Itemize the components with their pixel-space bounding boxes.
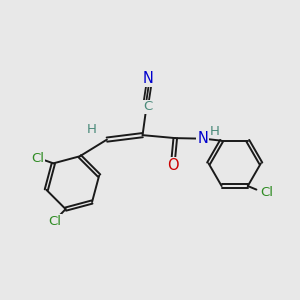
- Text: Cl: Cl: [32, 152, 44, 164]
- Text: Cl: Cl: [260, 186, 273, 199]
- Text: N: N: [143, 71, 154, 86]
- Text: N: N: [197, 131, 208, 146]
- Text: O: O: [167, 158, 179, 173]
- Text: Cl: Cl: [49, 215, 62, 228]
- Text: H: H: [87, 123, 97, 136]
- Text: C: C: [143, 100, 152, 113]
- Text: H: H: [210, 125, 219, 138]
